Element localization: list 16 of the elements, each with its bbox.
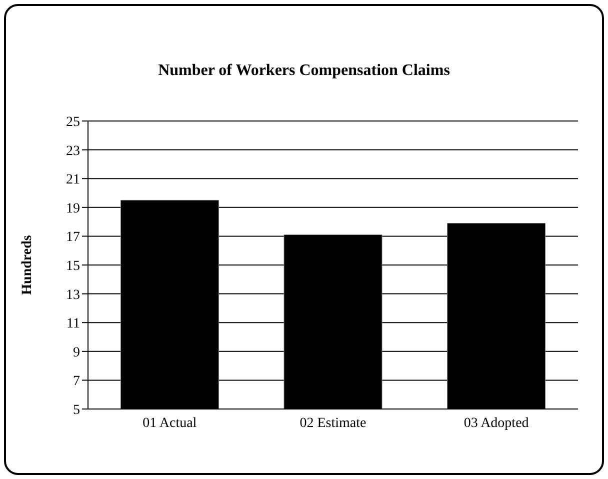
y-tick-label: 17 xyxy=(66,230,80,246)
y-tick-label: 23 xyxy=(66,144,80,159)
y-tick-label: 19 xyxy=(66,201,80,216)
x-tick-label: 01 Actual xyxy=(142,416,197,431)
y-tick-label: 25 xyxy=(66,114,80,130)
x-tick-label: 02 Estimate xyxy=(300,416,366,431)
y-tick-label: 5 xyxy=(73,402,80,418)
y-tick-label: 11 xyxy=(66,316,80,332)
y-tick-label: 9 xyxy=(73,345,80,360)
x-tick-label: 03 Adopted xyxy=(464,416,529,431)
y-axis-title: Hundreds xyxy=(20,234,35,295)
chart-title: Number of Workers Compensation Claims xyxy=(157,62,451,80)
y-tick-label: 21 xyxy=(66,172,80,188)
y-tick-label: 7 xyxy=(73,374,80,390)
y-tick-label: 15 xyxy=(66,258,80,274)
y-tick-label: 13 xyxy=(66,288,80,303)
